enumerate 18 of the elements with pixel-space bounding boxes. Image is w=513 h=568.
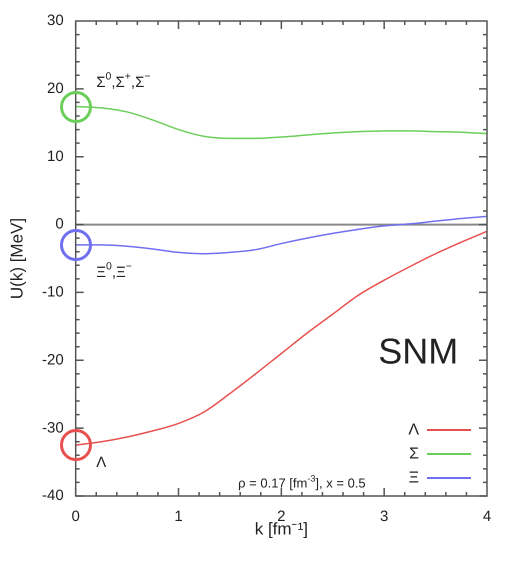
x-tick-label: 4 <box>482 508 492 526</box>
y-tick-label: -10 <box>42 284 64 301</box>
y-tick-label: 10 <box>46 148 64 165</box>
legend-label: Λ <box>408 421 420 438</box>
y-tick-label: 0 <box>55 216 64 233</box>
x-tick-label: 1 <box>174 508 183 526</box>
y-axis-title: U(k) [MeV] <box>8 218 27 300</box>
y-tick-label: 30 <box>46 12 64 30</box>
x-tick-label: 3 <box>380 508 388 526</box>
annotation: Λ <box>96 454 106 471</box>
y-tick-label: 20 <box>46 80 64 97</box>
y-tick-label: -30 <box>42 419 64 436</box>
legend-label: Ξ <box>408 469 420 486</box>
y-tick-label: -20 <box>42 351 64 368</box>
x-tick-label: 0 <box>72 508 80 526</box>
legend-label: Σ <box>409 445 420 462</box>
y-tick-label: -40 <box>42 487 64 504</box>
annotation: SNM <box>378 330 458 372</box>
